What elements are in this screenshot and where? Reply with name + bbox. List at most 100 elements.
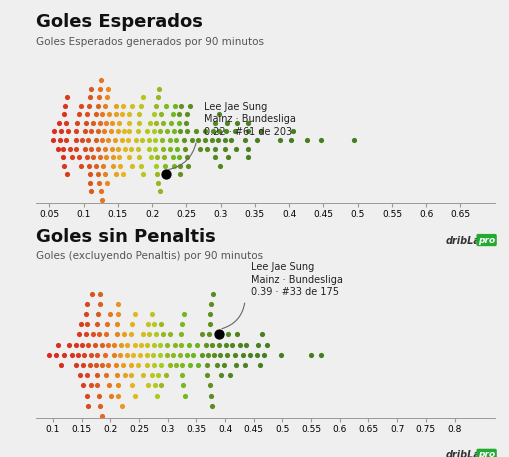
Point [156,361,164,369]
Point [166,145,174,152]
Point [93,320,101,328]
Point [169,351,177,358]
Point [208,290,216,297]
Point [83,392,91,399]
Point [112,331,120,338]
Point [153,94,161,101]
Point [161,170,169,178]
Point [182,128,190,135]
Point [119,361,127,369]
Point [194,361,202,369]
Point [201,128,209,135]
Point [87,85,95,92]
Point [98,412,106,420]
Point [188,351,196,358]
Point [183,111,191,118]
Point [81,331,90,338]
Point [128,320,136,328]
Point [118,136,126,143]
Point [82,372,91,379]
Point [125,111,133,118]
Point [244,119,252,127]
Point [55,119,63,127]
Point [75,111,83,118]
Point [192,128,200,135]
Point [118,402,126,409]
Text: Lee Jae Sung
Mainz · Bundesliga
0.22 · #61 de 203: Lee Jae Sung Mainz · Bundesliga 0.22 · #… [203,101,295,137]
Point [252,351,261,358]
Point [94,102,102,109]
Point [72,136,80,143]
Point [150,128,158,135]
Point [181,145,189,152]
Point [125,119,133,127]
Point [204,351,212,358]
Point [66,145,74,152]
Point [223,119,231,127]
Point [232,361,240,369]
Point [135,351,144,358]
Text: Goles (excluyendo Penaltis) por 90 minutos: Goles (excluyendo Penaltis) por 90 minut… [36,251,262,261]
Point [94,94,102,101]
Point [119,170,127,178]
Point [260,351,268,358]
Point [52,351,60,358]
Point [201,136,209,143]
Text: pro: pro [477,450,494,457]
Point [86,170,94,178]
Point [115,154,123,161]
Point [208,402,216,409]
Point [72,119,80,127]
Text: dribLab: dribLab [445,450,487,457]
Point [109,162,117,169]
Point [92,162,100,169]
Point [139,372,147,379]
Point [83,111,91,118]
Point [113,320,121,328]
Point [253,341,262,348]
Point [89,331,97,338]
Point [127,162,135,169]
Point [253,136,261,143]
Point [99,162,107,169]
Point [89,119,97,127]
Point [146,119,154,127]
Point [175,111,183,118]
Point [168,154,176,161]
Point [123,341,131,348]
Point [89,154,97,161]
Text: Goles sin Penaltis: Goles sin Penaltis [36,228,215,246]
Point [179,382,187,389]
Point [109,351,118,358]
Point [136,162,145,169]
Point [114,145,122,152]
Point [178,361,186,369]
Point [98,341,106,348]
Point [166,331,174,338]
Point [104,361,112,369]
Point [176,162,184,169]
Point [57,128,65,135]
Point [114,382,122,389]
Point [53,145,62,152]
Point [137,102,145,109]
Point [160,162,168,169]
Point [106,392,115,399]
Point [45,351,53,358]
Point [196,145,204,152]
Point [93,351,101,358]
Point [169,128,177,135]
Point [243,128,251,135]
Point [197,351,206,358]
Point [79,382,88,389]
Point [176,170,184,178]
Point [81,310,90,318]
Point [95,331,103,338]
Point [104,136,112,143]
Point [240,136,248,143]
Point [227,136,235,143]
Point [166,119,175,127]
Point [240,361,248,369]
Point [194,136,202,143]
Point [95,119,103,127]
